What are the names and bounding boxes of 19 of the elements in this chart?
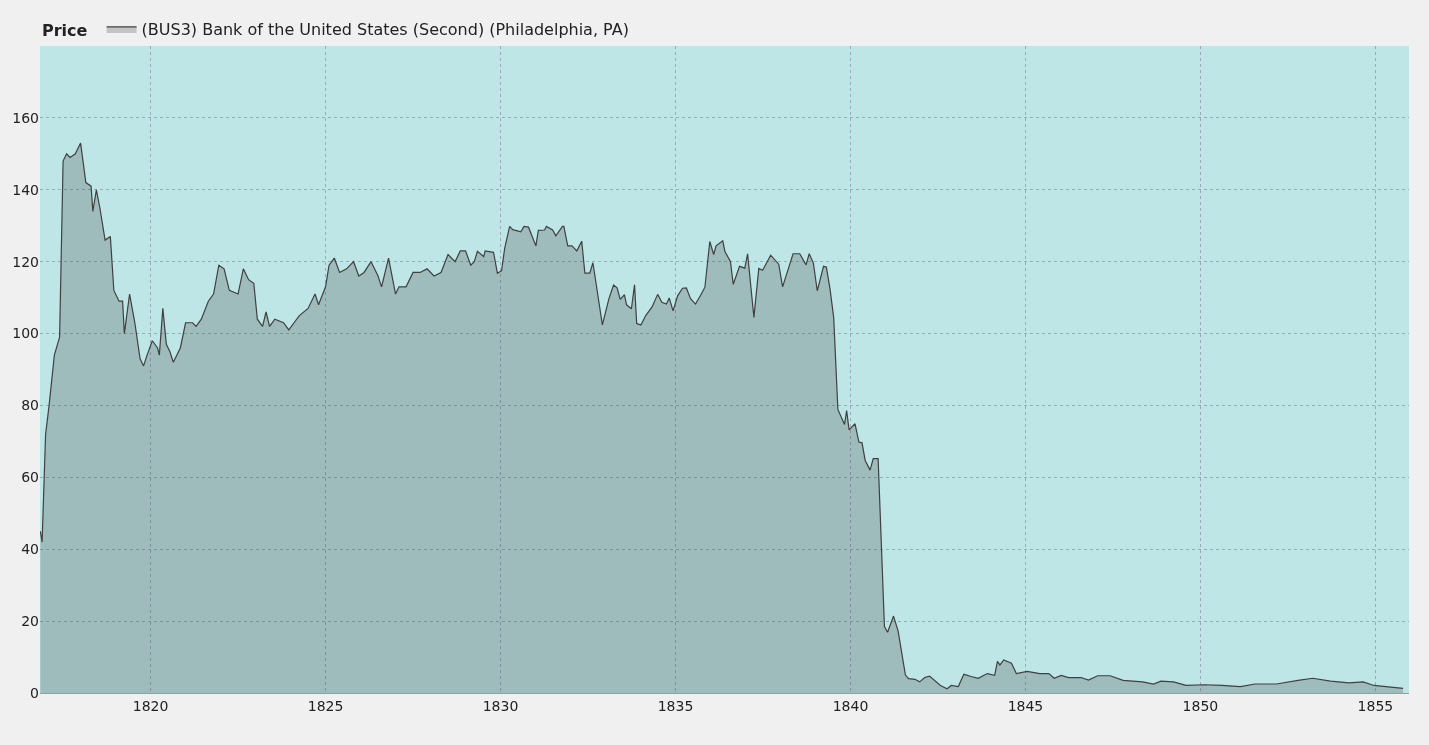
y-tick-label: 20 <box>21 613 39 630</box>
x-tick-label: 1825 <box>307 697 344 714</box>
y-tick-label: 80 <box>21 397 39 414</box>
x-tick-label: 1850 <box>1182 697 1219 714</box>
x-tick-label: 1845 <box>1007 697 1044 714</box>
x-tick-label: 1835 <box>657 697 694 714</box>
y-tick-label: 160 <box>12 109 39 126</box>
legend-label: (BUS3) Bank of the United States (Second) (Philadelphia, PA) <box>141 20 629 40</box>
y-tick-label: 40 <box>21 541 39 558</box>
y-tick-label: 60 <box>21 469 39 486</box>
x-tick-label: 1840 <box>832 697 869 714</box>
y-tick-label: 100 <box>12 325 39 342</box>
y-tick-label: 120 <box>12 253 39 270</box>
y-tick-label: 140 <box>12 181 39 198</box>
y-axis-title: Price <box>42 21 88 40</box>
x-tick-label: 1830 <box>482 697 519 714</box>
y-tick-label: 0 <box>30 684 39 701</box>
x-tick-label: 1820 <box>132 697 169 714</box>
x-tick-label: 1855 <box>1357 697 1394 714</box>
